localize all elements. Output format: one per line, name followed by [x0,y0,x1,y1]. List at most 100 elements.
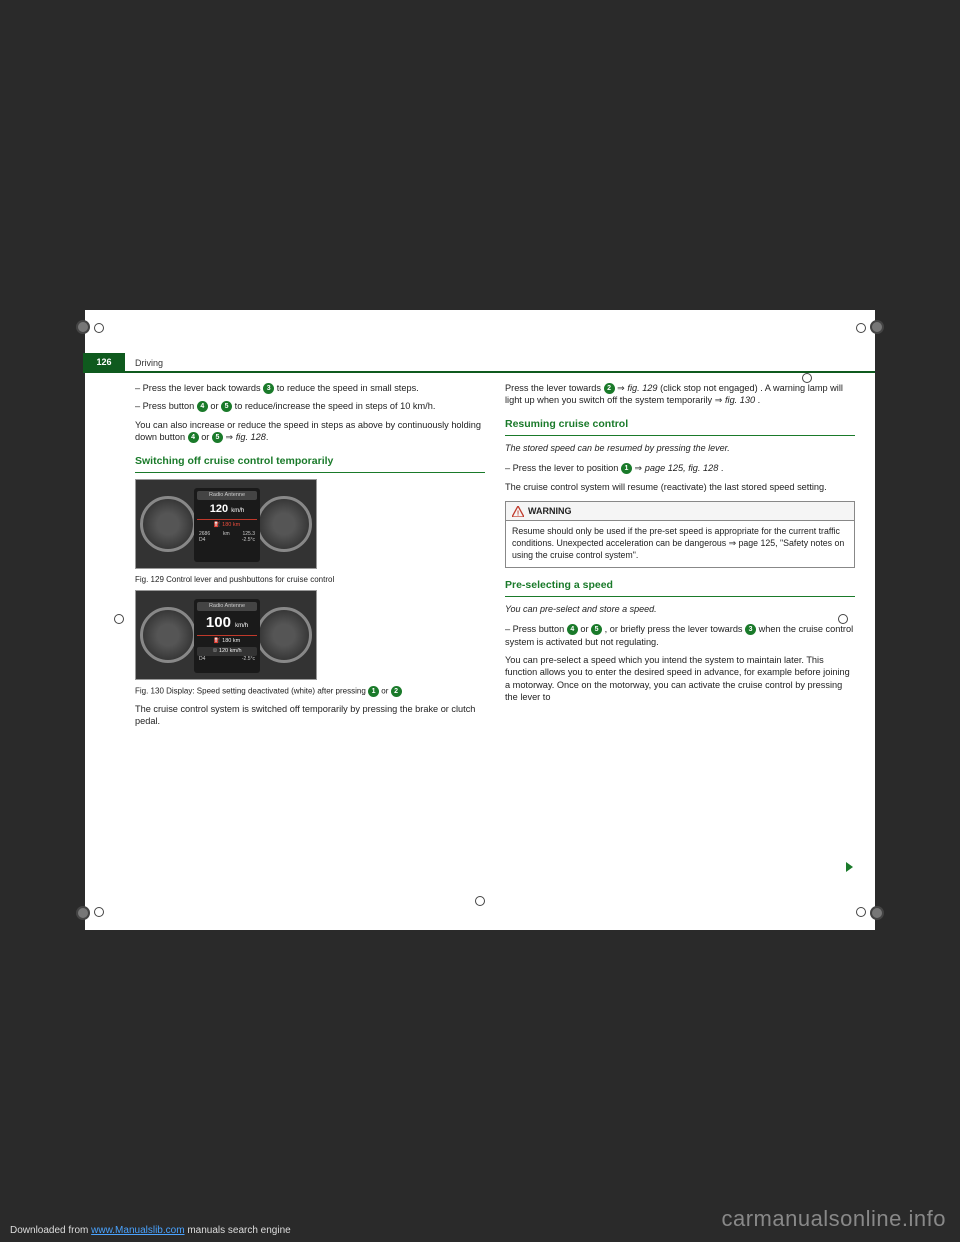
odo: 2686 [199,531,210,538]
gauge-left-icon [140,496,196,552]
crop-mark-icon [856,894,884,922]
fig-ref: page 125, fig. 128 [645,463,719,473]
heading-rule [135,472,485,473]
text: . [758,395,761,405]
callout-5-icon: 5 [212,432,223,443]
gear: D4 [199,537,205,544]
divider [197,635,257,636]
display-center: Radio Antenne 120 km/h ⛽ 180 km 2686 km … [194,488,260,562]
radio-label: Radio Antenne [197,491,257,500]
paragraph: The cruise control system is switched of… [135,703,485,728]
heading-rule [505,596,855,597]
subheading: You can pre-select and store a speed. [505,603,855,615]
temp: -2.5°c [242,537,255,544]
page-number-badge: 126 [83,353,125,371]
paragraph: – Press the lever back towards 3 to redu… [135,382,485,394]
speed-unit: km/h [231,508,244,514]
odo-row: 2686 km 125.3 [197,531,257,538]
text: to reduce/increase the speed in steps of… [235,401,436,411]
text: . [721,463,724,473]
text: Downloaded from [10,1225,91,1236]
text: – Press the lever back towards [135,383,263,393]
text: manuals search engine [187,1225,290,1236]
callout-3-icon: 3 [263,383,274,394]
crop-mark-icon [856,318,884,346]
display-center: Radio Antenne 100 km/h ⛽ 180 km ☉ 120 km… [194,599,260,673]
gear: D4 [199,656,205,663]
warning-body: Resume should only be used if the pre-se… [506,521,854,567]
download-footer: Downloaded from www.Manualslib.com manua… [10,1225,291,1236]
left-column: – Press the lever back towards 3 to redu… [135,382,485,734]
svg-text:!: ! [517,510,519,517]
paragraph: You can pre-select a speed which you int… [505,654,855,704]
temp: -2.5°c [242,656,255,663]
callout-1-icon: 1 [368,686,379,697]
heading-rule [505,435,855,436]
fig-ref: fig. 128 [236,432,266,442]
crop-mark-icon [838,614,866,642]
paragraph: – Press the lever to position 1 ⇒ page 1… [505,462,855,474]
speed-value: 120 km/h [197,502,257,517]
callout-2-icon: 2 [604,383,615,394]
set-speed: ☉ 120 km/h [197,647,257,656]
figure-130: Radio Antenne 100 km/h ⛽ 180 km ☉ 120 km… [135,590,317,680]
manual-page: 126 Driving – Press the lever back towar… [85,310,875,930]
figure-129: Radio Antenne 120 km/h ⛽ 180 km 2686 km … [135,479,317,569]
subheading: The stored speed can be resumed by press… [505,442,855,454]
right-column: Press the lever towards 2 ⇒ fig. 129 (cl… [505,382,855,710]
callout-3-icon: 3 [745,624,756,635]
figure-129-caption: Fig. 129 Control lever and pushbuttons f… [135,575,485,586]
continue-icon [846,862,853,872]
crop-mark-icon [76,894,104,922]
text: You can also increase or reduce the spee… [135,420,481,442]
paragraph: – Press button 4 or 5 , or briefly press… [505,623,855,648]
callout-2-icon: 2 [391,686,402,697]
text: or [580,624,591,634]
gauge-right-icon [256,607,312,663]
figure-130-caption: Fig. 130 Display: Speed setting deactiva… [135,686,485,697]
text: – Press the lever to position [505,463,621,473]
radio-label: Radio Antenne [197,602,257,611]
divider [197,519,257,520]
section-breadcrumb: Driving [135,358,163,368]
fig-ref: fig. 130 [725,395,755,405]
crop-mark-icon [114,614,142,642]
text: or [210,401,221,411]
speed-number: 120 [210,503,228,515]
callout-4-icon: 4 [188,432,199,443]
range-value: ⛽ 180 km [197,521,257,530]
crop-mark-icon [76,318,104,346]
text: (click stop not engaged) [660,383,758,393]
range-value: ⛽ 180 km [197,637,257,646]
gauge-left-icon [140,607,196,663]
trip: 125.3 [242,531,255,538]
warning-icon: ! [512,506,524,517]
callout-5-icon: 5 [591,624,602,635]
gauge-right-icon [256,496,312,552]
paragraph: The cruise control system will resume (r… [505,481,855,493]
crop-mark-icon [475,896,489,910]
header-rule [83,371,875,373]
speed-unit: km/h [235,623,248,629]
gear-row: D4 -2.5°c [197,537,257,544]
text: . [266,432,269,442]
callout-4-icon: 4 [567,624,578,635]
watermark: carmanualsonline.info [721,1206,946,1232]
text: – Press button [135,401,197,411]
speed-value: 100 km/h [197,613,257,633]
callout-1-icon: 1 [621,463,632,474]
crop-mark-icon [802,373,816,387]
text: or [201,432,212,442]
manualslib-link[interactable]: www.Manualslib.com [91,1225,184,1236]
text: to reduce the speed in small steps. [277,383,419,393]
callout-4-icon: 4 [197,401,208,412]
warning-header: ! WARNING [506,502,854,521]
heading-switching-off: Switching off cruise control temporarily [135,454,485,468]
heading-preselect: Pre-selecting a speed [505,578,855,592]
text: – Press button [505,624,567,634]
warning-box: ! WARNING Resume should only be used if … [505,501,855,568]
paragraph: You can also increase or reduce the spee… [135,419,485,444]
callout-5-icon: 5 [221,401,232,412]
paragraph: – Press button 4 or 5 to reduce/increase… [135,400,485,412]
fig-ref: fig. 129 [627,383,657,393]
